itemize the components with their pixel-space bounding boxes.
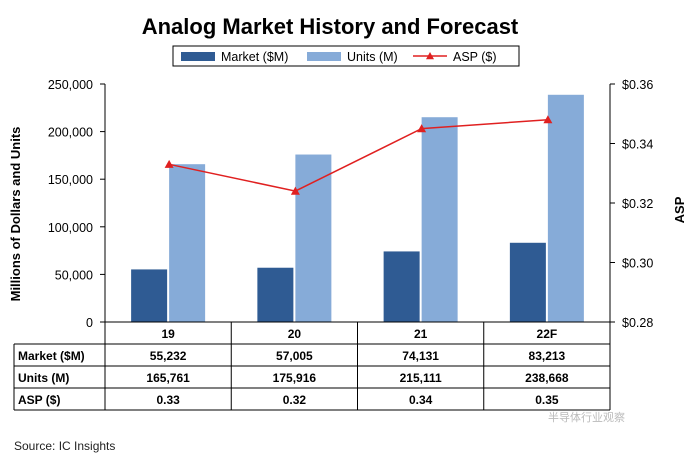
table-cell: 0.34 <box>409 393 433 407</box>
y2-tick-label: $0.32 <box>622 197 653 211</box>
units-bar-20 <box>295 154 332 322</box>
market-bar-21 <box>383 251 420 322</box>
y-tick-label: 200,000 <box>48 126 93 140</box>
legend-label-1: Units (M) <box>347 50 398 64</box>
y-axis-label: Millions of Dollars and Units <box>8 127 23 302</box>
y2-tick-label: $0.28 <box>622 316 653 330</box>
y-tick-label: 0 <box>86 316 93 330</box>
units-bar-21 <box>421 117 458 322</box>
asp-point-21 <box>417 124 427 133</box>
y2-tick-label: $0.30 <box>622 257 653 271</box>
chart-title: Analog Market History and Forecast <box>142 14 519 39</box>
table-cell: 0.35 <box>535 393 559 407</box>
x-tick-label: 20 <box>288 327 302 341</box>
table-row-header: Market ($M) <box>18 349 85 363</box>
table-row-header: Units (M) <box>18 371 69 385</box>
x-tick-label: 21 <box>414 327 428 341</box>
table-cell: 55,232 <box>150 349 187 363</box>
table-cell: 74,131 <box>402 349 439 363</box>
legend-marker-2 <box>426 52 434 60</box>
watermark-text: 半导体行业观察 <box>548 410 625 424</box>
legend: Market ($M) Units (M) ASP ($) <box>172 45 520 67</box>
x-tick-label: 22F <box>537 327 558 341</box>
table-cell: 215,111 <box>400 371 442 385</box>
legend-swatch-1 <box>307 52 341 61</box>
table-cell: 175,916 <box>273 371 317 385</box>
table-cell: 0.33 <box>156 393 180 407</box>
data-table: 19 20 21 22F Market ($M) 55,232 57,005 74,131 83… <box>13 321 611 411</box>
y-tick-label: 150,000 <box>48 173 93 187</box>
legend-box <box>172 45 520 67</box>
table-row-header: ASP ($) <box>18 393 60 407</box>
asp-point-20 <box>290 186 300 195</box>
y-tick-label: 100,000 <box>48 221 93 235</box>
legend-label-0: Market ($M) <box>221 50 288 64</box>
table-cell: 83,213 <box>529 349 566 363</box>
source-note: Source: IC Insights <box>14 439 115 453</box>
table-cell: 57,005 <box>276 349 313 363</box>
x-tick-label: 19 <box>161 327 175 341</box>
axes: 0 50,000 100,000 150,000 200,000 250,000 $0.28… <box>48 78 654 330</box>
table-cell: 238,668 <box>525 371 569 385</box>
table-cell: 165,761 <box>146 371 190 385</box>
y2-tick-label: $0.36 <box>622 78 653 92</box>
market-bar-19 <box>131 269 168 322</box>
y2-axis-label: ASP <box>672 196 687 223</box>
y2-tick-label: $0.34 <box>622 138 653 152</box>
asp-point-22F <box>543 115 553 124</box>
y-tick-label: 250,000 <box>48 78 93 92</box>
market-bar-22F <box>509 242 546 322</box>
y-tick-label: 50,000 <box>55 268 93 282</box>
table-cell: 0.32 <box>283 393 307 407</box>
legend-label-2: ASP ($) <box>453 50 497 64</box>
market-bar-20 <box>257 267 294 322</box>
asp-line <box>168 118 548 192</box>
units-bar-22F <box>547 94 584 323</box>
plot-area <box>131 94 584 323</box>
legend-swatch-0 <box>181 52 215 61</box>
units-bar-19 <box>169 164 206 322</box>
asp-point-19 <box>164 159 174 168</box>
